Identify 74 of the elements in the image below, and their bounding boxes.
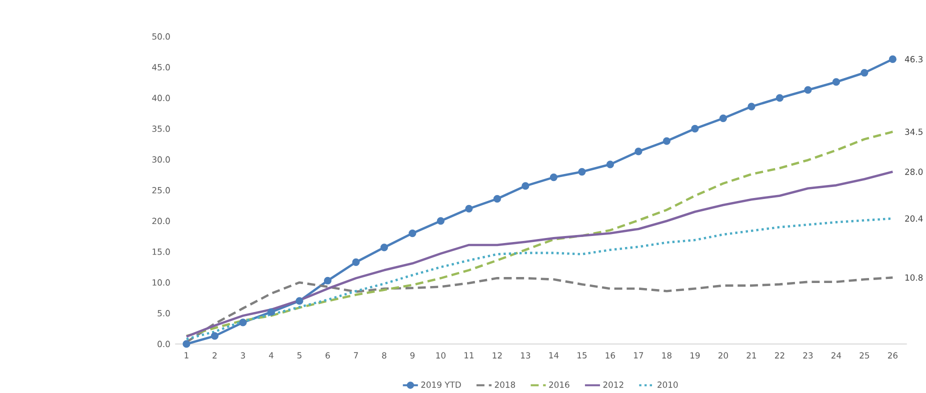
point (436, 217, 445, 226)
point (210, 332, 219, 340)
line-series (185, 130, 894, 338)
x-tick-label: 12 (492, 352, 502, 359)
x-tick-label: 10 (436, 352, 446, 359)
point (267, 308, 276, 316)
annotation: 20.4 (905, 216, 923, 222)
x-tick-label: 6 (326, 352, 330, 359)
x-tick-label: 24 (831, 352, 842, 359)
y-tick-label: 15.0 (152, 248, 170, 256)
x-tick-label: 15 (578, 352, 587, 359)
point (352, 258, 360, 266)
legend-label: 2018 (494, 382, 516, 388)
x-tick-label: 26 (888, 352, 898, 359)
legend-label: 2010 (658, 382, 678, 388)
x-tick-label: 18 (662, 352, 672, 359)
annotation: 28.0 (905, 168, 923, 176)
point (182, 340, 190, 348)
point (748, 103, 756, 111)
point (296, 297, 304, 305)
annotation: 34.5 (905, 128, 922, 136)
point (465, 205, 473, 213)
y-tick-label: 35.0 (152, 126, 170, 132)
annotation: 46.3 (904, 56, 923, 63)
point (662, 137, 671, 146)
point (634, 148, 642, 156)
x-tick-label: 13 (521, 352, 530, 359)
x-tick-label: 2 (212, 352, 217, 359)
y-tick-label: 0.0 (158, 341, 170, 348)
x-tick-label: 11 (464, 352, 474, 359)
x-tick-label: 22 (774, 352, 784, 359)
y-tick-label: 25.0 (152, 187, 170, 194)
point (578, 168, 586, 176)
y-tick-label: 20.0 (152, 218, 170, 224)
y-tick-label: 5.0 (158, 310, 170, 317)
point (860, 69, 868, 77)
x-tick-label: 7 (354, 352, 358, 359)
x-tick-label: 3 (240, 352, 245, 359)
point (550, 174, 558, 182)
x-tick-label: 25 (860, 352, 870, 359)
y-tick-label: 40.0 (152, 95, 170, 102)
x-tick-label: 19 (690, 352, 700, 359)
y-tick-label: 10.0 (152, 280, 170, 286)
point (776, 94, 784, 102)
point (324, 277, 332, 285)
point (380, 244, 388, 252)
x-tick-label: 14 (549, 352, 559, 359)
point (804, 86, 812, 94)
y-tick-label: 45.0 (152, 64, 170, 71)
annotation: 10.8 (905, 274, 923, 281)
legend-label: 2012 (603, 382, 624, 388)
point (606, 160, 614, 168)
y-tick-label: 50.0 (152, 34, 170, 40)
point (888, 56, 897, 64)
x-tick-label: 4 (268, 352, 274, 359)
x-tick-label: 21 (746, 352, 756, 359)
x-tick-label: 8 (382, 352, 386, 359)
point (408, 230, 416, 238)
legend-label: 2019 YTD (421, 382, 461, 388)
x-tick-label: 16 (606, 352, 616, 359)
point (493, 195, 502, 203)
x-tick-label: 20 (718, 352, 728, 359)
x-tick-label: 23 (803, 352, 813, 359)
y-tick-label: 30.0 (152, 156, 170, 163)
x-tick-label: 17 (634, 352, 644, 359)
x-tick-label: 1 (184, 352, 188, 359)
point (239, 318, 247, 326)
legend-label: 2016 (549, 382, 570, 388)
point (832, 78, 840, 86)
point (691, 125, 699, 133)
point (719, 114, 728, 122)
x-tick-label: 5 (297, 352, 302, 359)
x-tick-label: 9 (410, 352, 415, 359)
point (522, 182, 530, 190)
